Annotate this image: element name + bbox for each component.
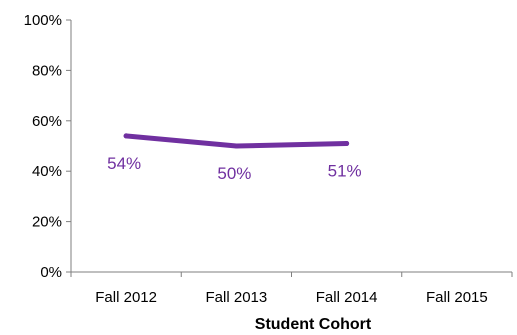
data-label: 51%	[328, 161, 362, 180]
y-tick-label: 0%	[40, 264, 62, 281]
x-tick-label: Fall 2012	[95, 289, 157, 306]
x-axis-title: Student Cohort	[255, 316, 372, 333]
x-tick-label: Fall 2013	[206, 289, 268, 306]
x-axis-ticks: Fall 2012 Fall 2013 Fall 2014 Fall 2015	[70, 272, 513, 306]
y-tick-label: 100%	[24, 12, 62, 29]
y-tick-label: 80%	[32, 62, 62, 79]
y-tick-label: 40%	[32, 163, 62, 180]
data-point	[123, 133, 129, 139]
data-point	[233, 143, 239, 149]
data-label: 54%	[107, 154, 141, 173]
series-layer	[123, 133, 350, 149]
y-tick-label: 20%	[32, 214, 62, 231]
data-label: 50%	[217, 164, 251, 183]
x-tick-label: Fall 2014	[316, 289, 378, 306]
y-tick-label: 60%	[32, 113, 62, 130]
data-labels: 54% 50% 51%	[107, 154, 362, 183]
x-tick-label: Fall 2015	[426, 289, 488, 306]
data-point	[344, 140, 350, 146]
y-axis-ticks: 0% 20% 40% 60% 80% 100%	[24, 12, 71, 281]
